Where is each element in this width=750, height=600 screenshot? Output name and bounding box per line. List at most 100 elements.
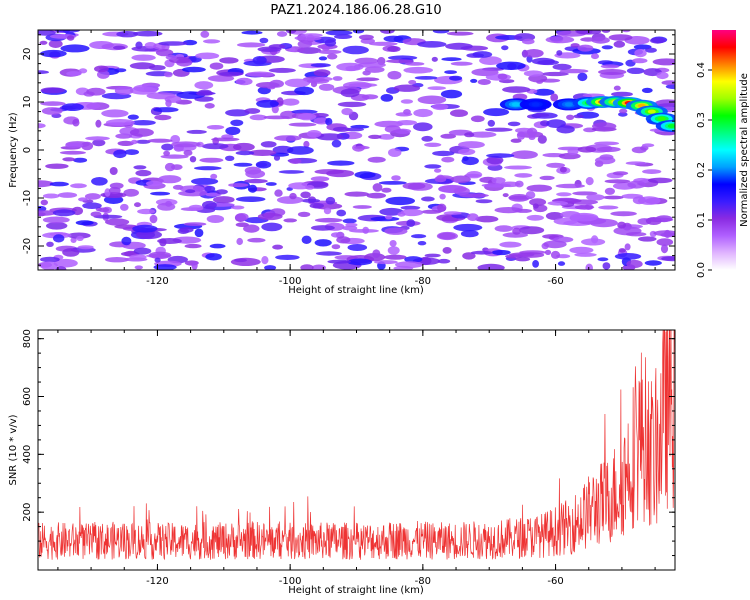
heatmap-cell xyxy=(431,56,438,62)
heatmap-cell xyxy=(283,218,298,223)
heatmap-cell xyxy=(621,30,631,33)
heatmap-cell xyxy=(380,30,395,34)
heatmap-cell xyxy=(545,36,575,44)
heatmap-cell xyxy=(432,150,455,157)
heatmap-cell xyxy=(625,161,647,165)
heatmap-cell xyxy=(601,30,611,33)
heatmap-cell xyxy=(511,150,538,159)
heatmap-cell xyxy=(297,113,317,121)
heatmap-cell xyxy=(341,108,353,116)
heatmap-cell xyxy=(598,69,627,75)
heatmap-cell xyxy=(577,44,594,52)
heatmap-cell xyxy=(243,224,260,233)
heatmap-cell xyxy=(650,37,666,44)
heatmap-cell xyxy=(40,261,58,270)
heatmap-cell xyxy=(432,30,450,34)
heatmap-cell xyxy=(314,217,343,223)
heatmap-cell xyxy=(318,56,328,61)
heatmap-cell xyxy=(414,76,438,80)
heatmap-cell xyxy=(581,238,606,246)
heatmap-cell xyxy=(660,232,675,238)
snr-series-line xyxy=(38,330,675,561)
heatmap-cell xyxy=(618,112,628,117)
heatmap-cell xyxy=(158,175,182,184)
heatmap-cell xyxy=(486,155,504,165)
heatmap-cell xyxy=(311,264,326,270)
heatmap-cell xyxy=(194,166,222,171)
heatmap-cell xyxy=(400,208,424,217)
heatmap-cell xyxy=(183,149,193,156)
heatmap-cell xyxy=(357,62,386,68)
heatmap-x-tick-label: -100 xyxy=(279,276,302,287)
heatmap-cell xyxy=(352,30,365,34)
heatmap-cell xyxy=(210,173,218,180)
heatmap-cell xyxy=(182,66,206,73)
heatmap-cell xyxy=(165,55,177,60)
heatmap-cell xyxy=(97,207,110,213)
heatmap-cell xyxy=(204,185,216,193)
heatmap-cell xyxy=(135,139,151,144)
heatmap-cell xyxy=(314,239,332,247)
heatmap-cell xyxy=(470,250,493,255)
heatmap-cell xyxy=(65,142,84,148)
heatmap-cell xyxy=(634,49,647,58)
heatmap-cell xyxy=(477,79,491,85)
heatmap-cell xyxy=(499,241,522,248)
heatmap-cell xyxy=(86,87,106,96)
heatmap-cell xyxy=(378,181,407,185)
colorbar-bar xyxy=(712,30,736,270)
heatmap-cell xyxy=(617,221,626,229)
heatmap-cell xyxy=(191,177,219,185)
heatmap-cell xyxy=(235,196,266,202)
heatmap-cell xyxy=(555,183,585,189)
heatmap-cell xyxy=(84,193,101,200)
heatmap-cell xyxy=(276,196,304,204)
heatmap-cell xyxy=(443,211,462,215)
heatmap-cell xyxy=(163,150,171,156)
heatmap-cell xyxy=(544,249,552,255)
heatmap-cell xyxy=(400,205,421,210)
heatmap-cell xyxy=(573,114,584,119)
heatmap-cell xyxy=(400,99,413,104)
heatmap-cell xyxy=(340,88,360,98)
heatmap-cell xyxy=(432,103,449,111)
heatmap-cell xyxy=(424,142,442,147)
heatmap-cell xyxy=(613,85,621,91)
heatmap-cell xyxy=(40,101,66,106)
heatmap-cell xyxy=(154,257,161,263)
heatmap-cell xyxy=(462,252,476,260)
snr-x-tick-label: -60 xyxy=(547,576,563,587)
heatmap-cell xyxy=(501,45,509,51)
heatmap-cell xyxy=(116,31,139,38)
heatmap-cell xyxy=(372,183,383,192)
heatmap-cell xyxy=(516,131,526,140)
heatmap-cell xyxy=(334,34,353,39)
heatmap-y-axis-label: Frequency (Hz) xyxy=(8,112,19,188)
heatmap-cell xyxy=(440,133,457,139)
heatmap-cell xyxy=(40,87,65,94)
heatmap-cell xyxy=(470,78,478,83)
heatmap-cell xyxy=(134,265,143,270)
heatmap-cell xyxy=(137,208,156,215)
heatmap-cell xyxy=(276,31,288,37)
heatmap-cell xyxy=(261,222,283,232)
colorbar-ticks: 0.0 0.1 0.2 0.3 0.4 xyxy=(696,62,712,278)
heatmap-cell xyxy=(300,264,314,270)
colorbar-tick-label: 0.1 xyxy=(696,212,707,228)
heatmap-cell xyxy=(85,136,110,141)
heatmap-cell xyxy=(42,193,60,199)
heatmap-cell xyxy=(155,48,174,57)
heatmap-cell xyxy=(612,171,629,176)
heatmap-cell xyxy=(236,237,243,246)
heatmap-cell xyxy=(117,140,135,146)
snr-x-tick-label: -80 xyxy=(415,576,431,587)
snr-x-axis-label: Height of straight line (km) xyxy=(288,585,424,596)
heatmap-cell xyxy=(395,112,413,117)
heatmap-cell xyxy=(470,115,485,123)
heatmap-cell xyxy=(303,140,310,148)
heatmap-cell xyxy=(570,43,580,48)
heatmap-cell xyxy=(405,62,425,66)
heatmap-cell xyxy=(591,53,599,60)
heatmap-cell xyxy=(450,109,468,117)
heatmap-cell xyxy=(345,222,358,227)
